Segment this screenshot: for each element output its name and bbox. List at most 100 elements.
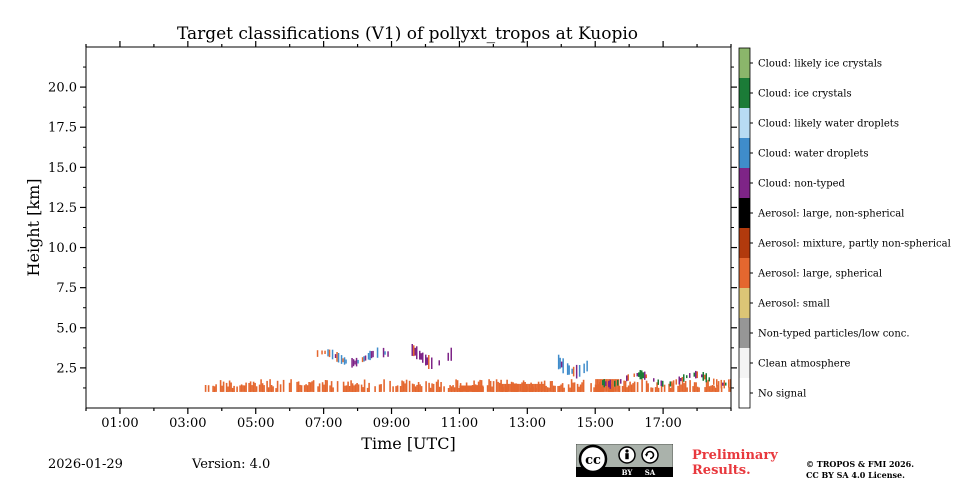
x-tick-label: 15:00 [576, 416, 613, 431]
cloud-column [414, 347, 416, 356]
classification-data-layer [204, 344, 732, 392]
colorbar-segment [739, 258, 750, 288]
cloud-column [653, 378, 655, 382]
aerosol-column [558, 385, 561, 392]
cloud-column [345, 359, 347, 364]
cloud-column [428, 355, 430, 369]
cloud-column [413, 345, 415, 357]
aerosol-column [395, 386, 397, 392]
aerosol-column [689, 380, 691, 392]
cloud-column [660, 380, 662, 387]
aerosol-column [518, 383, 520, 392]
cloud-column [316, 350, 319, 357]
aerosol-column [248, 383, 250, 392]
aerosol-column [460, 385, 463, 392]
cloud-column [566, 363, 569, 375]
cloud-column [696, 371, 698, 379]
cloud-column [603, 379, 605, 388]
aerosol-column [519, 383, 522, 392]
axes-layer: 01:00 03:00 05:00 07:00 09:00 11:00 13:00 15:00… [24, 41, 737, 453]
aerosol-column [311, 381, 313, 392]
aerosol-column [308, 382, 310, 392]
colorbar-segment [739, 78, 750, 108]
aerosol-column [275, 388, 277, 392]
aerosol-column [572, 382, 574, 392]
aerosol-column [290, 379, 292, 392]
plot-area [86, 47, 731, 408]
aerosol-column [657, 387, 660, 392]
aerosol-column [300, 385, 303, 392]
aerosol-column [624, 380, 627, 392]
aerosol-column [233, 385, 235, 392]
aerosol-column [537, 383, 540, 392]
aerosol-column [540, 383, 543, 392]
cc-by-sa-badge: cc BY SA [576, 444, 673, 477]
cloud-column [605, 381, 607, 386]
aerosol-column [707, 379, 709, 392]
colorbar-segment [739, 168, 750, 198]
cloud-column [627, 374, 629, 381]
aerosol-column [595, 379, 597, 392]
aerosol-column [573, 382, 576, 392]
cloud-column [321, 350, 323, 355]
cloud-column [419, 350, 421, 360]
aerosol-column [414, 386, 417, 392]
aerosol-column [360, 384, 363, 392]
aerosol-column [579, 384, 582, 392]
aerosol-column [297, 381, 300, 392]
cloud-column [411, 344, 413, 356]
aerosol-column [389, 380, 391, 392]
cloud-column [645, 374, 647, 379]
aerosol-column [475, 385, 478, 392]
aerosol-column [363, 379, 366, 392]
colorbar-label: Cloud: likely ice crystals [758, 59, 882, 70]
class-colorbar: No signal Clean atmosphere Non-typed parti… [738, 47, 951, 409]
aerosol-column [254, 382, 256, 392]
aerosol-column [598, 379, 600, 392]
aerosol-column [419, 384, 421, 392]
x-tick-label: 11:00 [441, 416, 478, 431]
cloud-column [376, 347, 379, 358]
aerosol-column [611, 379, 614, 392]
cloud-column [387, 351, 389, 357]
aerosol-column [306, 385, 309, 392]
aerosol-column [515, 383, 517, 392]
aerosol-column [512, 383, 514, 392]
aerosol-column [260, 379, 262, 392]
aerosol-column [428, 382, 430, 392]
aerosol-column [362, 387, 364, 392]
aerosol-column [717, 381, 720, 392]
aerosol-column [317, 386, 319, 392]
aerosol-column [299, 384, 301, 392]
cloud-column [680, 378, 682, 382]
aerosol-dense-block-3 [595, 379, 620, 392]
cloud-column [351, 358, 353, 368]
aerosol-column [716, 384, 718, 392]
aerosol-column [437, 379, 439, 392]
aerosol-column [296, 381, 298, 392]
cloud-column [372, 350, 374, 358]
aerosol-column [413, 384, 415, 392]
aerosol-column [438, 386, 441, 392]
aerosol-column [425, 381, 427, 392]
aerosol-column [626, 387, 628, 392]
aerosol-column [548, 387, 550, 392]
cloud-column [370, 351, 373, 359]
aerosol-column [504, 383, 507, 392]
aerosol-column [663, 384, 666, 392]
aerosol-column [570, 379, 573, 392]
aerosol-column [222, 381, 225, 392]
aerosol-column [582, 379, 585, 392]
cloud-column [571, 368, 573, 374]
colorbar-segment [739, 48, 750, 78]
aerosol-column [569, 387, 571, 392]
aerosol-column [524, 383, 526, 392]
cloud-column [675, 379, 677, 385]
aerosol-column [492, 381, 495, 392]
cloud-column [354, 360, 356, 365]
aerosol-column [641, 379, 643, 392]
aerosol-column [542, 383, 544, 392]
aerosol-column [366, 387, 369, 392]
cloud-column [641, 370, 643, 380]
aerosol-column [627, 385, 630, 392]
